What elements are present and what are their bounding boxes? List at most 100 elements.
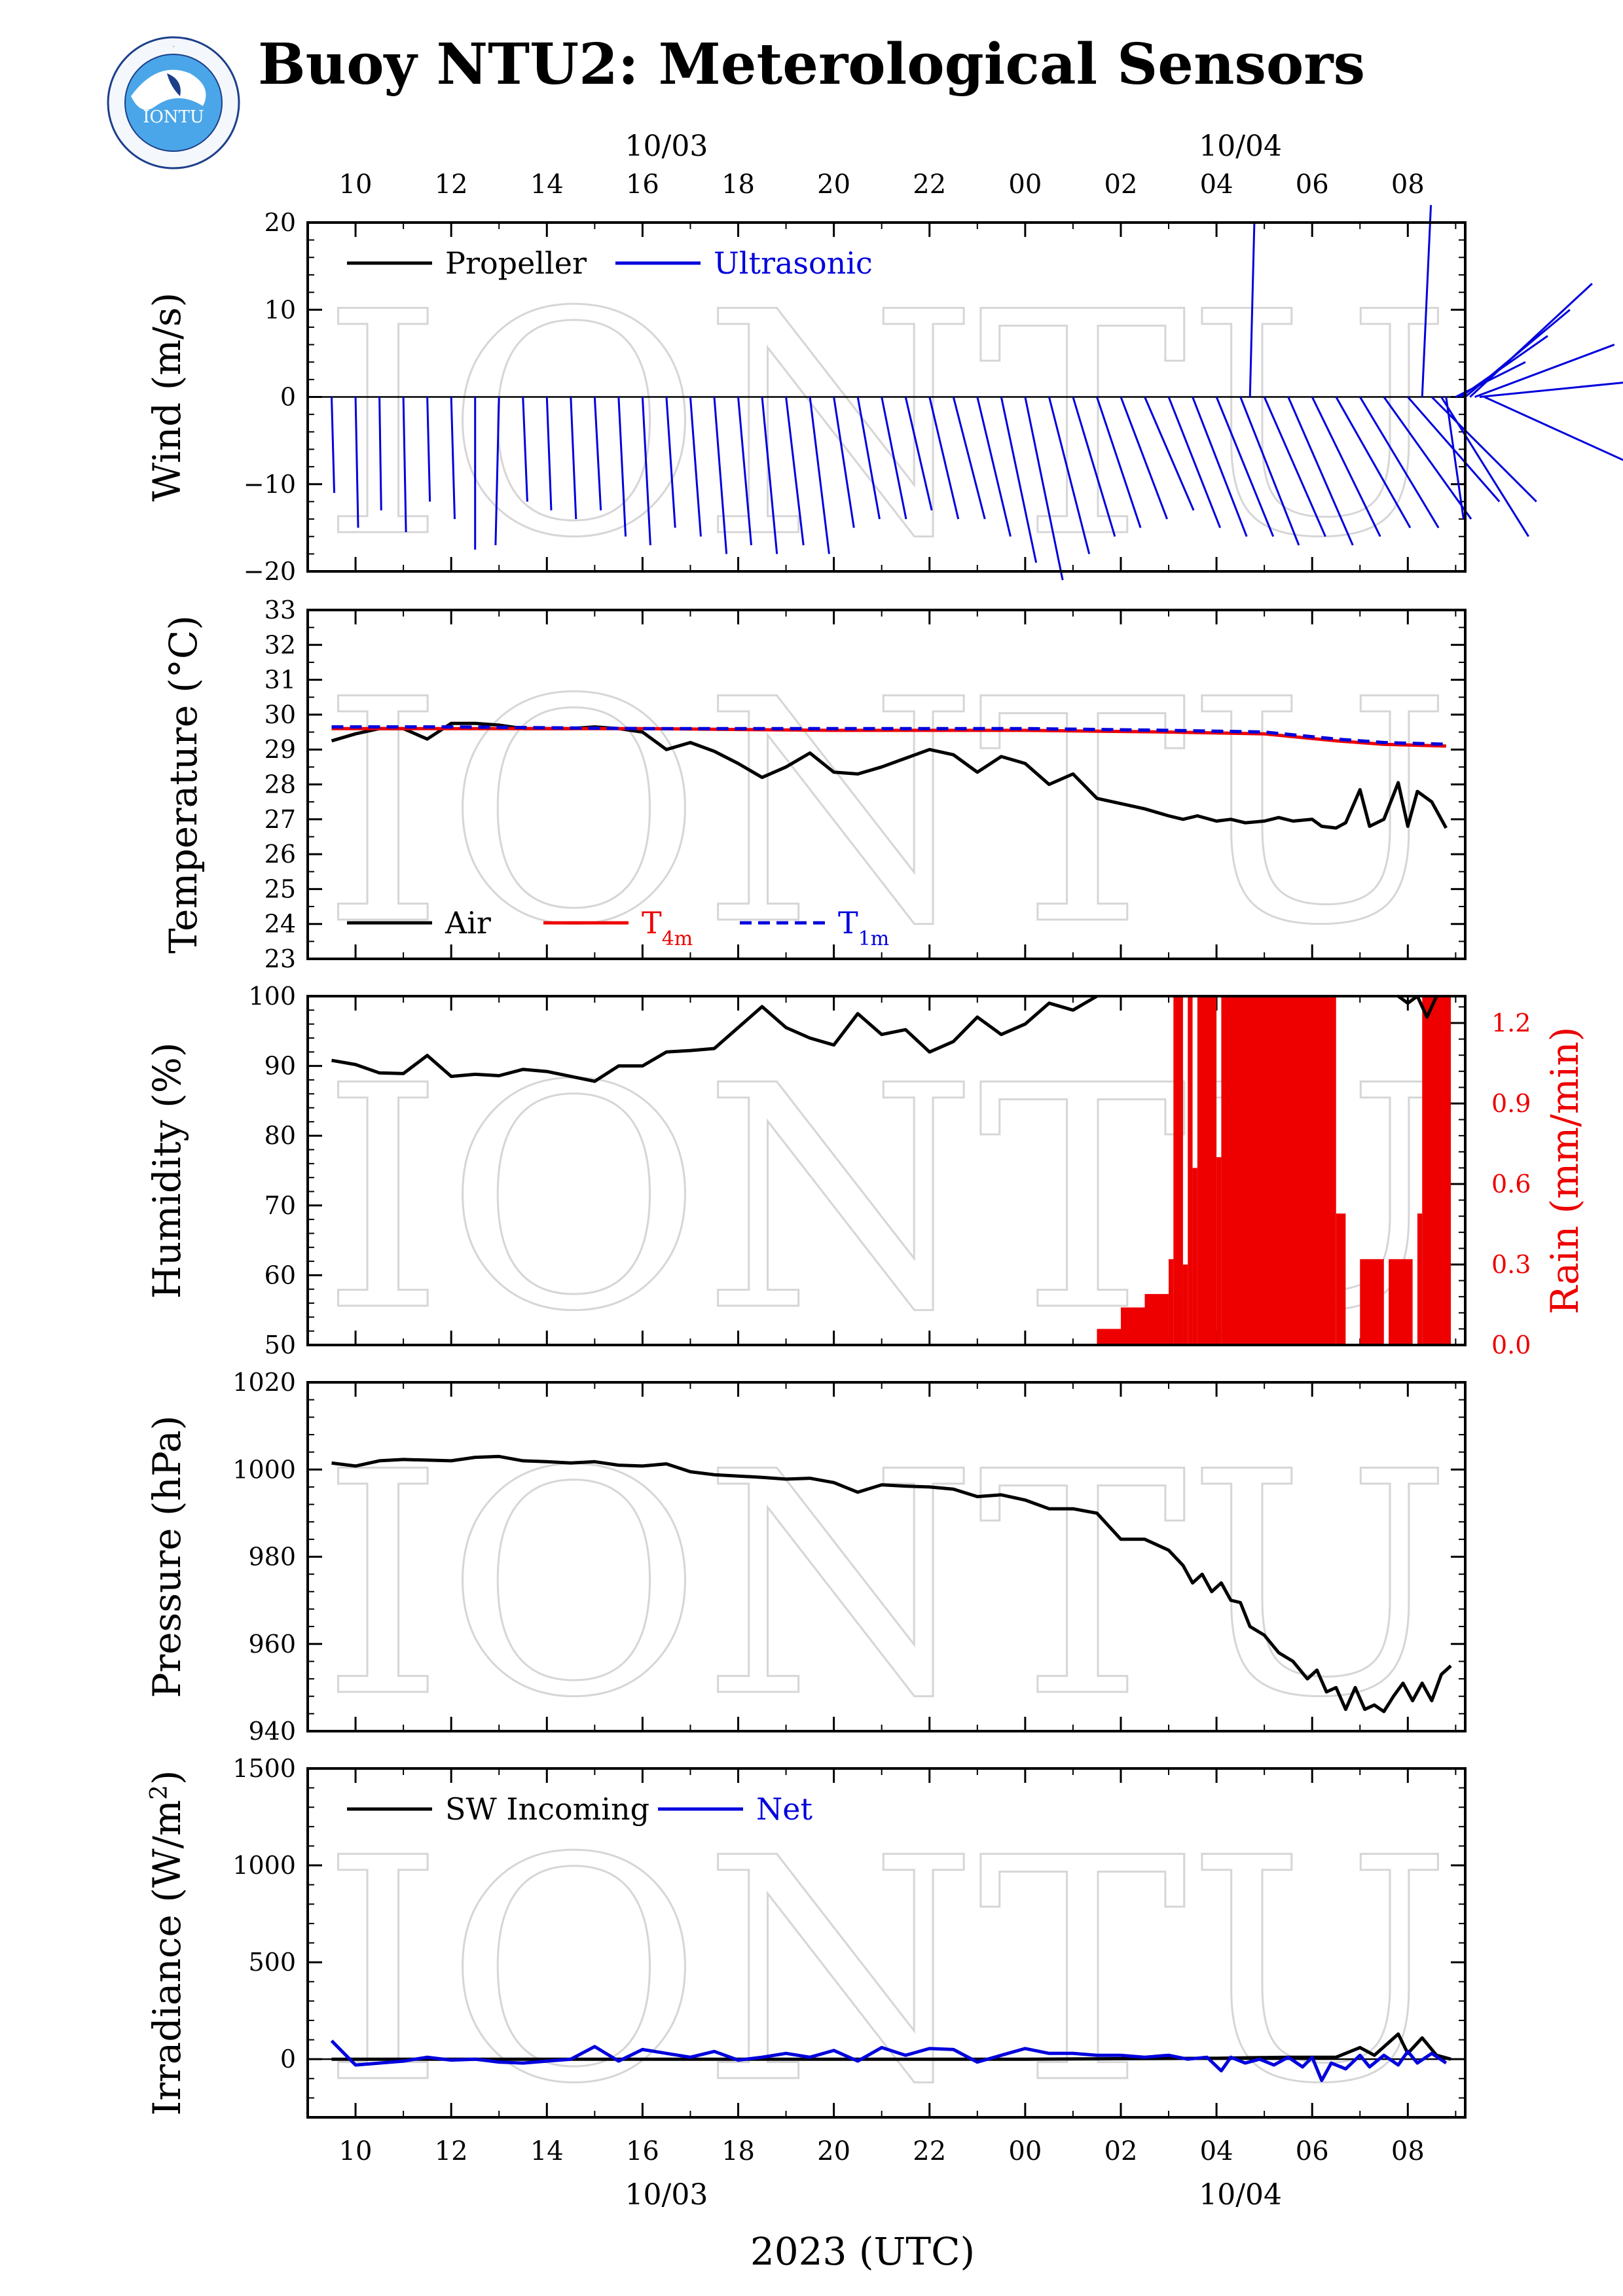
y2-axis-label: Rain (mm/min)	[1542, 1027, 1587, 1315]
y-tick-label: 32	[264, 630, 296, 659]
x-tick-label-bottom: 22	[913, 2136, 946, 2166]
watermark: IONTU	[321, 634, 1452, 992]
y-tick-label: 10	[264, 295, 296, 324]
y-tick-label: 70	[264, 1191, 296, 1220]
y-tick-label: 25	[264, 874, 296, 903]
y-tick-label: 1000	[232, 1455, 296, 1484]
rain-bar	[1417, 1213, 1423, 1345]
y-axis-label: Wind (m/s)	[145, 293, 189, 502]
rain-bar	[1188, 996, 1193, 1345]
wind-stick	[378, 397, 382, 511]
x-tick-label-bottom: 18	[721, 2136, 755, 2166]
date-label-top: 10/04	[1199, 130, 1282, 163]
x-tick-label-top: 18	[721, 170, 755, 200]
rain-bar	[1422, 996, 1451, 1345]
wind-stick	[1359, 396, 1440, 529]
wind-stick	[570, 397, 577, 520]
legend-label: SW Incoming	[445, 1791, 649, 1827]
rain-bar	[1221, 996, 1336, 1345]
y-tick-label: 500	[248, 1948, 296, 1977]
y-tick-label: 1500	[232, 1754, 296, 1783]
legend-label: T4m	[642, 905, 693, 950]
y-tick-label: 1020	[232, 1368, 296, 1397]
wind-stick	[665, 397, 676, 528]
wind-stick	[737, 397, 753, 546]
y-tick-label: 31	[264, 666, 296, 694]
wind-stick	[1421, 205, 1432, 397]
x-tick-label-top: 20	[817, 170, 850, 200]
y-tick-label: 26	[264, 840, 296, 869]
y-tick-label: 23	[264, 944, 296, 973]
wind-stick	[1263, 396, 1326, 537]
wind-stick	[1048, 397, 1091, 554]
rain-bar	[1192, 1168, 1197, 1345]
x-tick-label-bottom: 14	[530, 2136, 564, 2166]
y-tick-label: 0	[280, 2045, 296, 2073]
wind-stick	[331, 397, 336, 493]
series-line-pressure	[331, 1454, 1452, 1713]
y-axis-label: Pressure (hPa)	[145, 1415, 189, 1698]
rain-bar	[1389, 1259, 1413, 1345]
panel-temp: IONTU 33 32 31 30 29 28 27 26 25 24 23 Temperature (…	[161, 596, 1467, 994]
x-tick-label-bottom: 20	[817, 2136, 850, 2166]
wind-stick	[761, 397, 778, 554]
wind-stick	[522, 397, 528, 502]
y-tick-label: 940	[248, 1717, 296, 1746]
y-tick-label: 60	[264, 1261, 296, 1289]
y-tick-label: 33	[264, 596, 296, 624]
wind-stick	[1167, 396, 1222, 528]
series-group	[331, 1454, 1452, 1713]
wind-stick	[494, 397, 500, 546]
panel-frame	[306, 995, 1467, 1346]
date-label-bottom: 10/04	[1199, 2178, 1282, 2212]
rain-bar	[1173, 996, 1183, 1345]
watermark: IONTU	[321, 1793, 1452, 2151]
panel-frame	[306, 609, 1467, 960]
y-tick-label: −10	[244, 470, 296, 499]
y-axis-label: Irradiance (W/m2)	[145, 1770, 189, 2115]
x-tick-label-bottom: 12	[435, 2136, 468, 2166]
wind-stick	[1474, 344, 1615, 398]
series-group	[331, 996, 1438, 1083]
x-tick-label-top: 02	[1104, 170, 1138, 200]
wind-stick	[1120, 396, 1169, 520]
rain-bars	[1097, 996, 1451, 1345]
y-tick-label: 20	[264, 208, 296, 237]
wind-stick	[1440, 396, 1529, 537]
panel-pressure: IONTU 1020 1000 980 960 940 Pressure (hPa)	[145, 1368, 1467, 1766]
y-tick-label: 1000	[232, 1851, 296, 1880]
wind-stick	[1239, 396, 1300, 546]
y2-tick-label: 1.2	[1491, 1009, 1531, 1037]
rain-bar	[1120, 1307, 1145, 1345]
panel-frame	[306, 221, 1467, 573]
x-tick-label-top: 00	[1008, 170, 1042, 200]
y-tick-label: 27	[264, 805, 296, 834]
rain-bar	[1182, 1265, 1188, 1345]
wind-stick	[1072, 397, 1116, 537]
y-tick-label: 29	[264, 735, 296, 764]
y-tick-label: 28	[264, 770, 296, 799]
wind-stick	[450, 397, 456, 520]
y2-tick-label: 0.0	[1491, 1331, 1531, 1359]
y-axis-label: Temperature (°C)	[161, 615, 206, 954]
x-tick-label-top: 04	[1200, 170, 1233, 200]
wind-stick	[1249, 222, 1256, 397]
wind-stick	[713, 397, 728, 554]
x-tick-label-top: 22	[913, 170, 946, 200]
page-title: Buoy NTU2: Meterological Sensors	[257, 31, 1366, 98]
date-label-bottom: 10/03	[625, 2178, 708, 2212]
date-label-top: 10/03	[625, 130, 708, 163]
panel-frame	[306, 1767, 1467, 2119]
wind-stick	[1287, 396, 1354, 546]
panel-frame	[306, 1381, 1467, 1732]
wind-stick	[1000, 397, 1038, 563]
wind-stick	[833, 397, 855, 528]
legend-label: Propeller	[445, 245, 587, 281]
rain-bar	[1097, 1329, 1121, 1345]
panel-irradiance: IONTU 1500 1000 500 0 Irradiance (W/m2) SW Inc…	[145, 1754, 1467, 2152]
wind-stick	[426, 397, 431, 502]
wind-stick	[354, 397, 359, 528]
watermark: IONTU	[321, 1407, 1452, 1765]
